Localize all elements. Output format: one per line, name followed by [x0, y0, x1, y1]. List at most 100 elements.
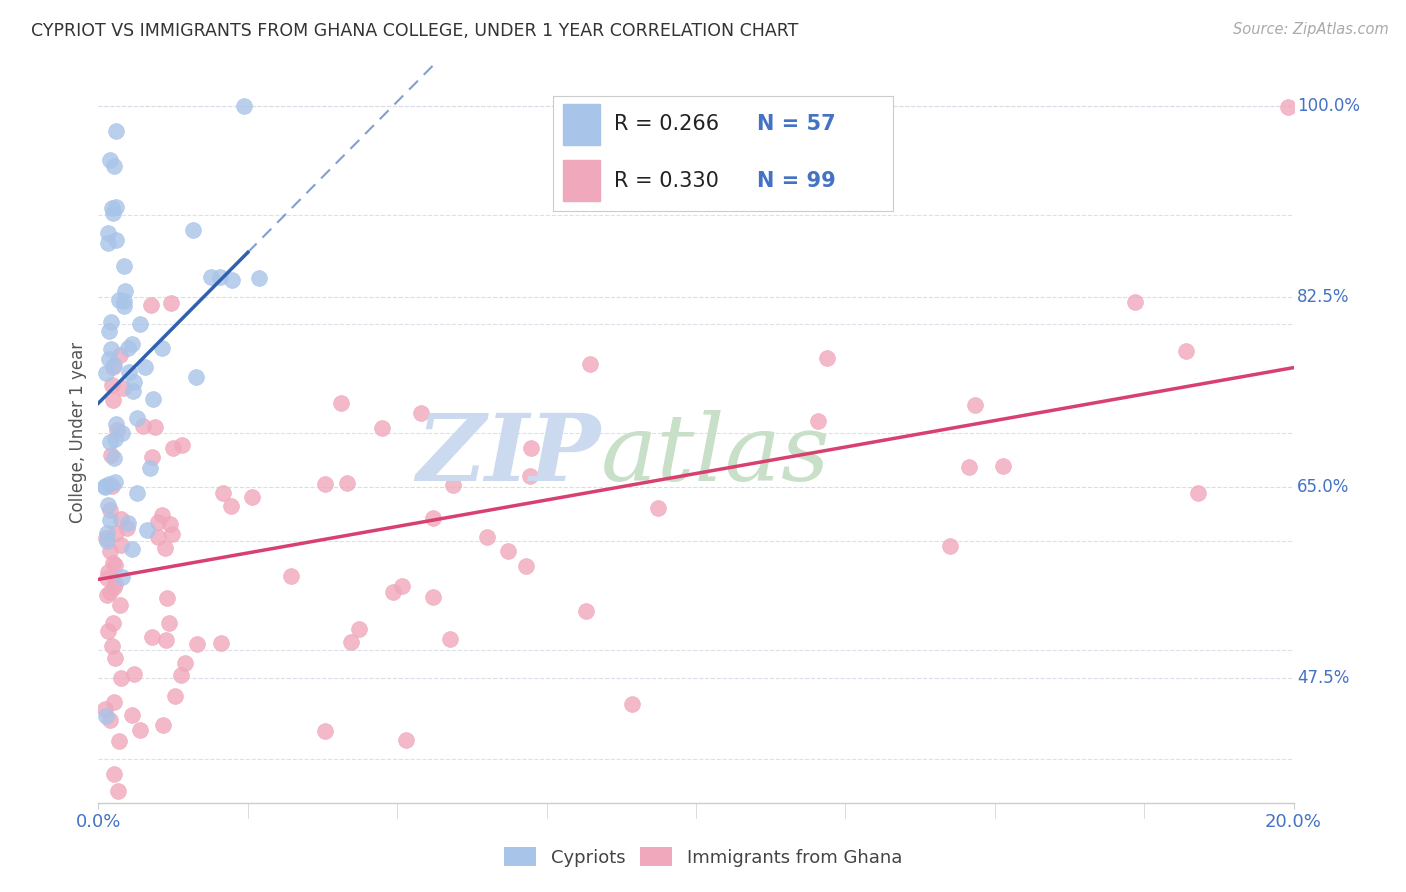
Point: [121, 542, 143, 557]
Point: [108, 348, 131, 362]
Point: [94, 708, 117, 723]
Point: [100, 315, 122, 329]
Point: [108, 599, 131, 613]
Point: [515, 558, 537, 573]
Point: [815, 351, 838, 366]
Point: [118, 365, 141, 379]
Point: [146, 515, 169, 529]
Point: [101, 616, 124, 631]
Point: [121, 337, 143, 351]
Point: [183, 223, 205, 237]
Point: [107, 423, 129, 437]
Point: [209, 636, 232, 650]
Point: [422, 511, 444, 525]
Point: [97, 624, 120, 638]
Point: [101, 206, 124, 220]
Point: [160, 295, 183, 310]
Point: [101, 378, 124, 392]
Y-axis label: College, Under 1 year: College, Under 1 year: [69, 342, 87, 524]
Point: [219, 499, 242, 513]
Point: [184, 370, 207, 384]
Point: [173, 657, 195, 671]
Point: [94, 479, 117, 493]
Point: [96, 534, 118, 549]
Point: [574, 604, 596, 618]
Point: [150, 341, 173, 355]
Point: [104, 432, 127, 446]
Point: [211, 486, 233, 500]
Point: [155, 632, 177, 647]
Point: [247, 271, 270, 285]
Point: [991, 458, 1014, 473]
Point: [170, 437, 193, 451]
Point: [519, 469, 541, 483]
Point: [939, 539, 962, 553]
Point: [96, 571, 118, 585]
Point: [186, 637, 208, 651]
Point: [134, 360, 156, 375]
Point: [101, 201, 124, 215]
Point: [117, 521, 139, 535]
Point: [103, 695, 125, 709]
Point: [96, 525, 118, 540]
Point: [156, 591, 179, 605]
Point: [122, 376, 145, 390]
Point: [340, 635, 363, 649]
Point: [579, 357, 602, 371]
Point: [97, 226, 120, 240]
Point: [98, 153, 121, 167]
Point: [165, 689, 187, 703]
Text: 82.5%: 82.5%: [1298, 287, 1350, 306]
Point: [105, 417, 128, 431]
Point: [142, 392, 165, 406]
Point: [98, 476, 121, 491]
Point: [162, 441, 184, 455]
Point: [110, 539, 132, 553]
Point: [347, 623, 370, 637]
Point: [371, 421, 394, 435]
Point: [157, 615, 180, 630]
Point: [381, 584, 404, 599]
Point: [112, 299, 135, 313]
Point: [103, 358, 125, 372]
Point: [232, 99, 254, 113]
Text: 47.5%: 47.5%: [1298, 669, 1350, 687]
Point: [96, 588, 118, 602]
Point: [101, 639, 124, 653]
Point: [93, 480, 115, 494]
Point: [98, 713, 121, 727]
Point: [111, 381, 134, 395]
Point: [103, 451, 125, 466]
Point: [105, 200, 128, 214]
Point: [141, 630, 163, 644]
Point: [1125, 295, 1147, 310]
Point: [117, 516, 139, 530]
Point: [131, 419, 153, 434]
Point: [122, 666, 145, 681]
Point: [145, 420, 167, 434]
Point: [117, 341, 139, 355]
Point: [121, 708, 143, 723]
Point: [101, 479, 124, 493]
Point: [200, 269, 222, 284]
Point: [110, 511, 132, 525]
Point: [141, 450, 163, 465]
Point: [150, 508, 173, 522]
Text: atlas: atlas: [600, 409, 830, 500]
Text: Source: ZipAtlas.com: Source: ZipAtlas.com: [1233, 22, 1389, 37]
Point: [96, 366, 118, 380]
Point: [496, 543, 519, 558]
Point: [101, 360, 124, 375]
Point: [170, 668, 193, 682]
Point: [221, 273, 243, 287]
Point: [963, 398, 986, 412]
Point: [441, 478, 464, 492]
Point: [112, 259, 135, 273]
Point: [100, 343, 122, 357]
Point: [475, 530, 498, 544]
Point: [391, 579, 413, 593]
Point: [422, 590, 444, 604]
Point: [104, 651, 127, 665]
Point: [314, 477, 336, 491]
Point: [108, 293, 131, 307]
